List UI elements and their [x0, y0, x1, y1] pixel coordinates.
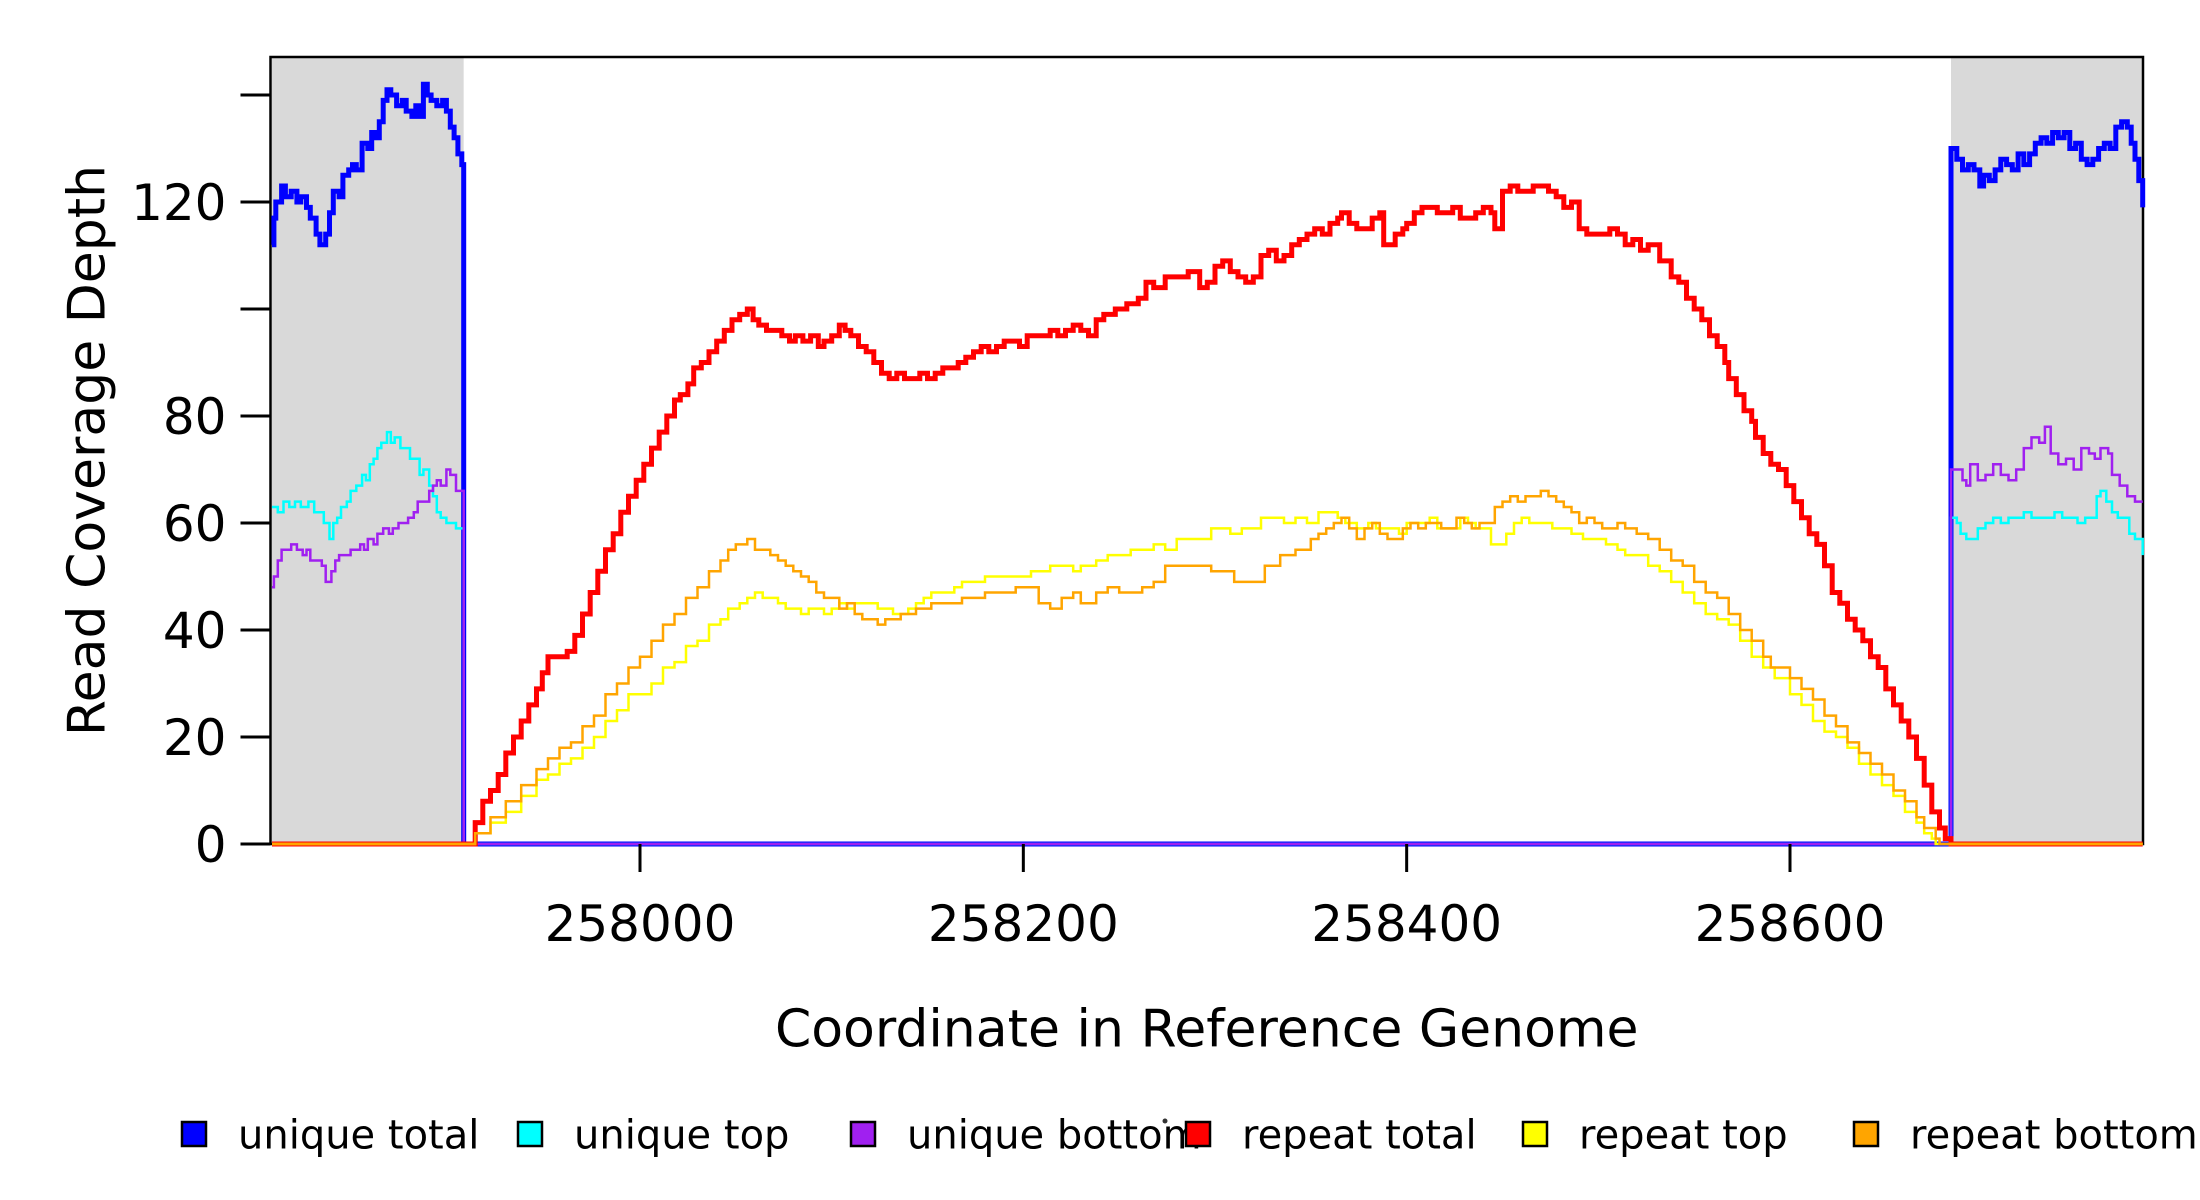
y-tick-label-20: 20	[163, 709, 227, 767]
y-tick-label-120: 120	[131, 174, 226, 232]
legend-swatch-unique-total	[180, 1120, 208, 1148]
legend-swatch-unique-top	[516, 1120, 544, 1148]
x-tick-label-258000: 258000	[545, 895, 736, 953]
series-path-repeat-bottom	[272, 489, 2143, 846]
y-tick-label-0: 0	[195, 816, 227, 874]
legend-label-repeat-total: repeat total	[1242, 1112, 1477, 1158]
series-path-unique-top	[272, 430, 2144, 846]
stray-dot	[1162, 1118, 1168, 1124]
series-path-repeat-total	[272, 183, 2143, 847]
y-tick-label-60: 60	[163, 495, 227, 553]
series-path-unique-total	[271, 81, 2146, 847]
series-path-unique-bottom	[272, 425, 2143, 846]
x-tick-label-258400: 258400	[1311, 895, 1502, 953]
legend-swatch-unique-bottom	[849, 1120, 877, 1148]
legend-label-unique-top: unique top	[574, 1112, 789, 1158]
legend-label-unique-bottom: unique bottom	[907, 1112, 1202, 1158]
legend-label-unique-total: unique total	[238, 1112, 479, 1158]
shaded-region-unique-flank-left	[272, 57, 464, 844]
y-axis-title: Read Coverage Depth	[58, 165, 118, 736]
plot-box	[269, 55, 2145, 846]
legend-swatch-repeat-bottom	[1852, 1120, 1880, 1148]
x-tick-label-258200: 258200	[928, 895, 1119, 953]
y-tick-label-80: 80	[163, 388, 227, 446]
y-tick-label-40: 40	[163, 602, 227, 660]
x-axis-title: Coordinate in Reference Genome	[775, 1000, 1639, 1060]
legend-label-repeat-top: repeat top	[1579, 1112, 1788, 1158]
series-path-repeat-top	[272, 511, 2143, 846]
legend-swatch-repeat-top	[1521, 1120, 1549, 1148]
legend-swatch-repeat-total	[1184, 1120, 1212, 1148]
legend-label-repeat-bottom: repeat bottom	[1910, 1112, 2198, 1158]
x-tick-label-258600: 258600	[1695, 895, 1886, 953]
